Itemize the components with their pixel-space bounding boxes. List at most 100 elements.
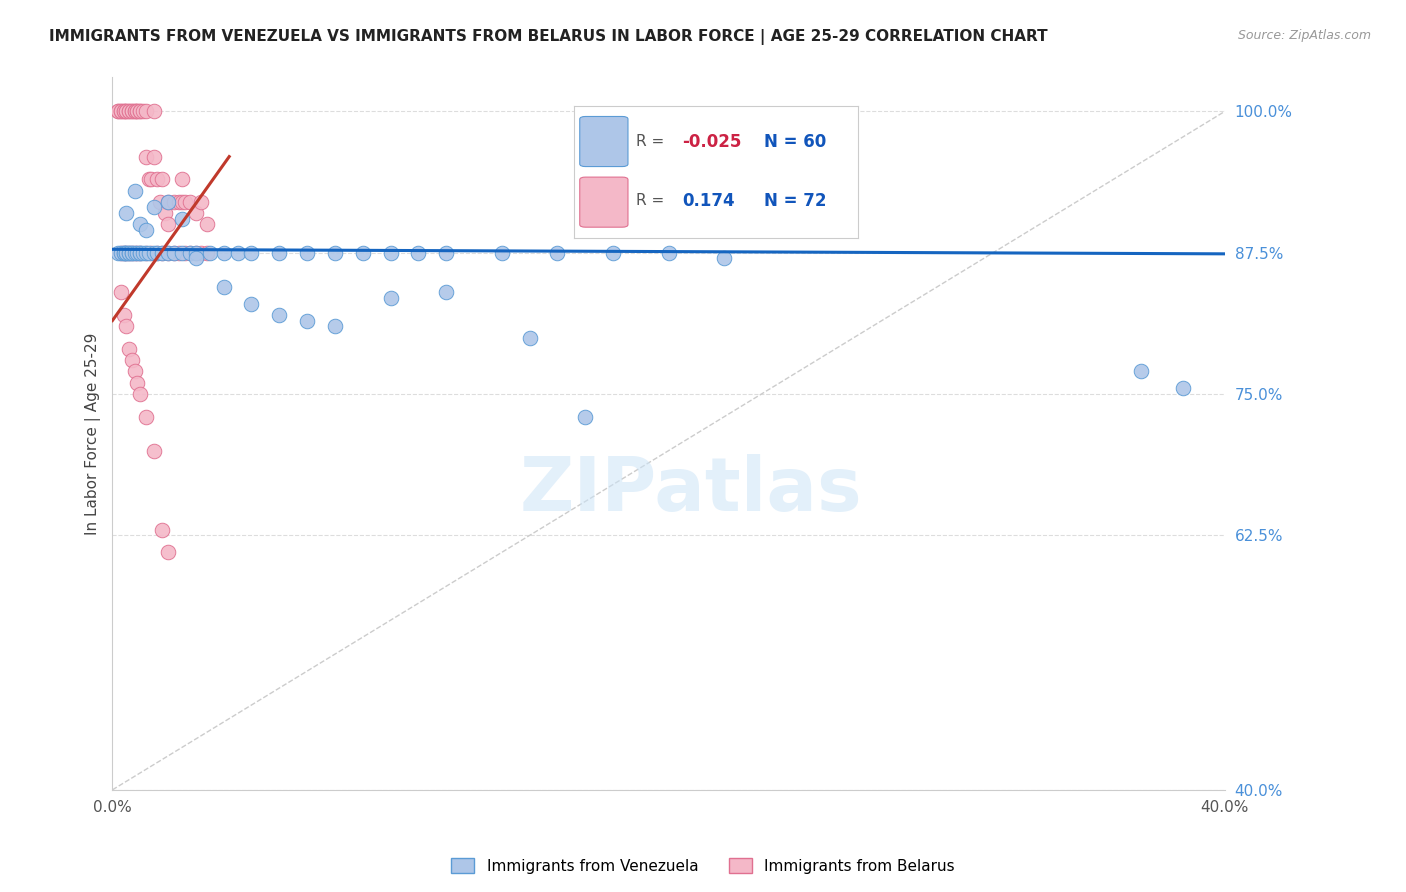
Point — [112, 308, 135, 322]
Text: IMMIGRANTS FROM VENEZUELA VS IMMIGRANTS FROM BELARUS IN LABOR FORCE | AGE 25-29 : IMMIGRANTS FROM VENEZUELA VS IMMIGRANTS … — [49, 29, 1047, 45]
Point — [127, 245, 149, 260]
Point — [179, 245, 201, 260]
Point — [269, 245, 291, 260]
Point — [121, 245, 143, 260]
Point — [135, 104, 157, 119]
Point — [173, 245, 195, 260]
Point — [129, 245, 152, 260]
Point — [143, 104, 166, 119]
Point — [713, 252, 735, 266]
Point — [295, 245, 318, 260]
Point — [152, 172, 174, 186]
Point — [574, 409, 596, 424]
Point — [110, 104, 132, 119]
Point — [152, 523, 174, 537]
Point — [129, 218, 152, 232]
Point — [124, 245, 146, 260]
Point — [143, 443, 166, 458]
Point — [162, 194, 184, 209]
Point — [167, 245, 190, 260]
Point — [127, 376, 149, 390]
Point — [110, 104, 132, 119]
Point — [115, 206, 138, 220]
Point — [124, 364, 146, 378]
Point — [112, 104, 135, 119]
Point — [352, 245, 374, 260]
Point — [149, 194, 172, 209]
Point — [519, 330, 541, 344]
Point — [118, 245, 141, 260]
Point — [107, 104, 129, 119]
Point — [112, 245, 135, 260]
Point — [212, 279, 235, 293]
Point — [121, 245, 143, 260]
Point — [434, 245, 457, 260]
Point — [121, 104, 143, 119]
Point — [112, 245, 135, 260]
Point — [190, 245, 212, 260]
Point — [118, 104, 141, 119]
Text: ZIPatlas: ZIPatlas — [520, 454, 862, 527]
Point — [135, 223, 157, 237]
Point — [127, 245, 149, 260]
Point — [110, 245, 132, 260]
Point — [602, 245, 624, 260]
Point — [179, 245, 201, 260]
Point — [1171, 381, 1194, 395]
Point — [212, 245, 235, 260]
Point — [115, 104, 138, 119]
Point — [132, 245, 155, 260]
Point — [162, 245, 184, 260]
Point — [107, 104, 129, 119]
Point — [127, 104, 149, 119]
Point — [118, 104, 141, 119]
Point — [434, 285, 457, 300]
Point — [118, 245, 141, 260]
Point — [162, 245, 184, 260]
Point — [157, 194, 180, 209]
Point — [141, 245, 163, 260]
Point — [135, 409, 157, 424]
Point — [127, 104, 149, 119]
Point — [190, 194, 212, 209]
Point — [295, 313, 318, 327]
Point — [138, 245, 160, 260]
Point — [124, 104, 146, 119]
Point — [146, 245, 169, 260]
Point — [195, 245, 218, 260]
Point — [1130, 364, 1153, 378]
Point — [269, 308, 291, 322]
Point — [198, 245, 221, 260]
Point — [118, 342, 141, 356]
Point — [240, 245, 263, 260]
Point — [129, 104, 152, 119]
Point — [157, 194, 180, 209]
Point — [173, 194, 195, 209]
Point — [121, 104, 143, 119]
Point — [115, 319, 138, 334]
Point — [152, 245, 174, 260]
Point — [135, 150, 157, 164]
Point — [546, 245, 568, 260]
Point — [124, 245, 146, 260]
Point — [118, 245, 141, 260]
Point — [240, 296, 263, 310]
Point — [157, 218, 180, 232]
Point — [110, 285, 132, 300]
Point — [138, 172, 160, 186]
Point — [491, 245, 513, 260]
Point — [155, 206, 177, 220]
Point — [170, 172, 193, 186]
Point — [143, 245, 166, 260]
Point — [129, 245, 152, 260]
Point — [107, 245, 129, 260]
Point — [157, 245, 180, 260]
Point — [115, 104, 138, 119]
Point — [121, 353, 143, 368]
Point — [408, 245, 430, 260]
Point — [129, 245, 152, 260]
Point — [143, 150, 166, 164]
Point — [129, 104, 152, 119]
Point — [323, 245, 346, 260]
Point — [141, 172, 163, 186]
